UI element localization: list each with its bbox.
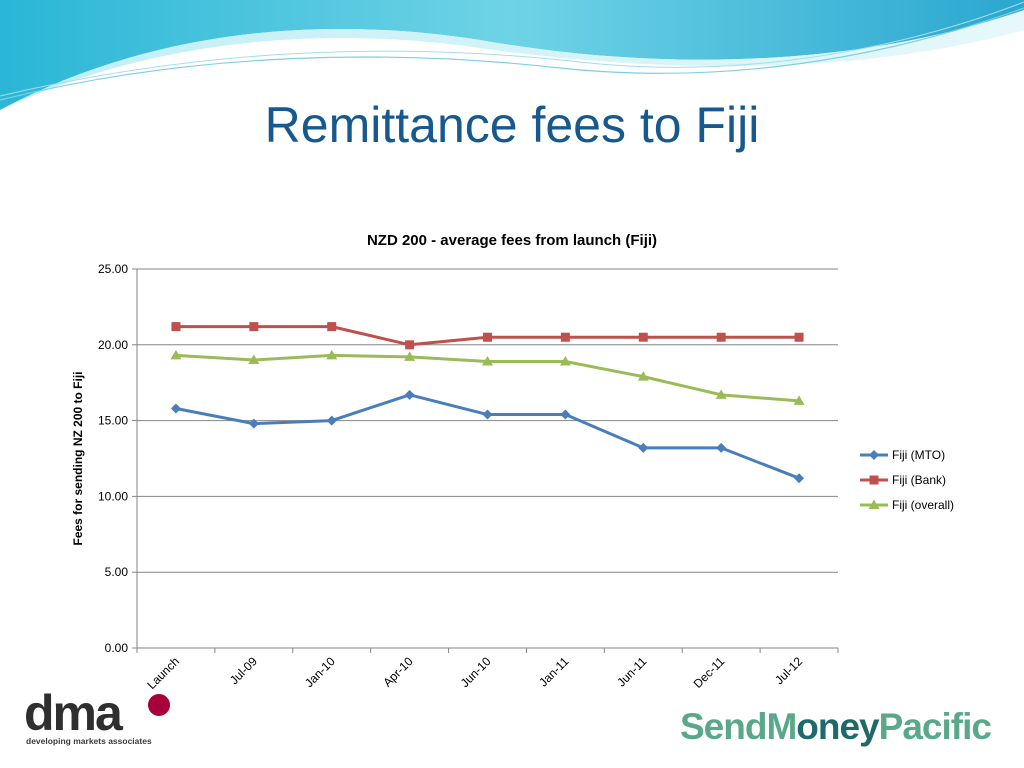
x-tick-label: Dec-11: [691, 654, 728, 691]
dma-logo-letters: dma: [24, 685, 123, 741]
legend: Fiji (MTO) Fiji (Bank) Fiji (overall): [860, 448, 954, 512]
data-point: [326, 349, 338, 360]
x-tick-labels: Launch Jul-09 Jan-10 Apr-10 Jun-10 Jan-11 Jun-…: [144, 654, 805, 692]
series: [170, 322, 805, 484]
data-point: [638, 332, 648, 342]
axes: [132, 268, 839, 653]
y-tick-label: 15.00: [98, 414, 128, 428]
sendmoneypacific-logo: SendMoneyPacific: [680, 706, 992, 748]
data-point: [794, 473, 805, 484]
y-tick-label: 0.00: [105, 641, 129, 655]
series-line: [175, 393, 800, 480]
x-tick-label: Apr-10: [380, 654, 416, 690]
y-tick-label: 10.00: [98, 489, 128, 503]
data-point: [638, 442, 649, 453]
y-tick-label: 25.00: [98, 262, 128, 276]
legend-label: Fiji (overall): [892, 498, 954, 512]
x-tick-label: Jun-11: [614, 654, 649, 689]
legend-item: Fiji (MTO): [860, 448, 945, 462]
data-point: [326, 415, 337, 426]
data-point: [637, 371, 649, 381]
data-point: [327, 322, 337, 332]
data-point: [404, 351, 416, 361]
chart-title: NZD 200 - average fees from launch (Fiji…: [367, 232, 657, 249]
dma-logo-tagline: developing markets associates: [26, 736, 152, 746]
smp-logo-money: oney: [796, 706, 879, 747]
x-tick-label: Jul-09: [227, 654, 260, 687]
y-axis-label: Fees for sending NZ 200 to Fiji: [71, 371, 85, 545]
data-point: [249, 322, 259, 332]
data-point: [482, 355, 493, 366]
data-point: [794, 332, 804, 342]
data-point: [868, 499, 880, 509]
data-point: [793, 395, 805, 405]
x-tick-label: Jun-10: [458, 654, 494, 690]
series-fiji-overall: [170, 349, 805, 405]
legend-label: Fiji (MTO): [892, 448, 945, 462]
data-point: [560, 332, 570, 342]
data-point: [716, 442, 727, 453]
data-point: [171, 322, 181, 332]
series-fiji-bank: [171, 322, 804, 350]
data-point: [404, 389, 415, 400]
data-point: [560, 409, 571, 420]
data-point: [248, 418, 259, 429]
x-tick-label: Jan-11: [536, 654, 571, 689]
x-tick-label: Jul-12: [772, 654, 805, 687]
data-point: [715, 389, 727, 399]
data-point: [559, 355, 571, 366]
legend-item: Fiji (Bank): [860, 473, 946, 487]
data-point: [170, 403, 181, 414]
legend-item: Fiji (overall): [860, 498, 954, 512]
data-point: [482, 409, 493, 420]
header-wave-decoration: [0, 0, 1024, 110]
slide-title: Remittance fees to Fiji: [264, 97, 760, 153]
dma-logo-dot: [146, 692, 172, 718]
y-tick-label: 5.00: [105, 565, 129, 579]
x-tick-label: Launch: [144, 654, 182, 692]
data-point: [716, 332, 726, 342]
data-point: [869, 450, 879, 460]
smp-logo-send: SendM: [680, 706, 797, 747]
data-point: [405, 340, 415, 350]
data-point: [248, 354, 260, 364]
legend-label: Fiji (Bank): [892, 473, 946, 487]
dma-logo: dma developing markets associates: [24, 685, 174, 750]
x-tick-label: Jan-10: [302, 654, 338, 690]
y-tick-label: 20.00: [98, 338, 128, 352]
y-tick-labels: 0.00 5.00 10.00 15.00 20.00 25.00: [98, 262, 128, 655]
data-point: [170, 349, 182, 360]
data-point: [869, 475, 879, 485]
series-fiji-mto: [170, 389, 805, 484]
smp-logo-pacific: Pacific: [878, 706, 992, 747]
data-point: [483, 332, 492, 342]
